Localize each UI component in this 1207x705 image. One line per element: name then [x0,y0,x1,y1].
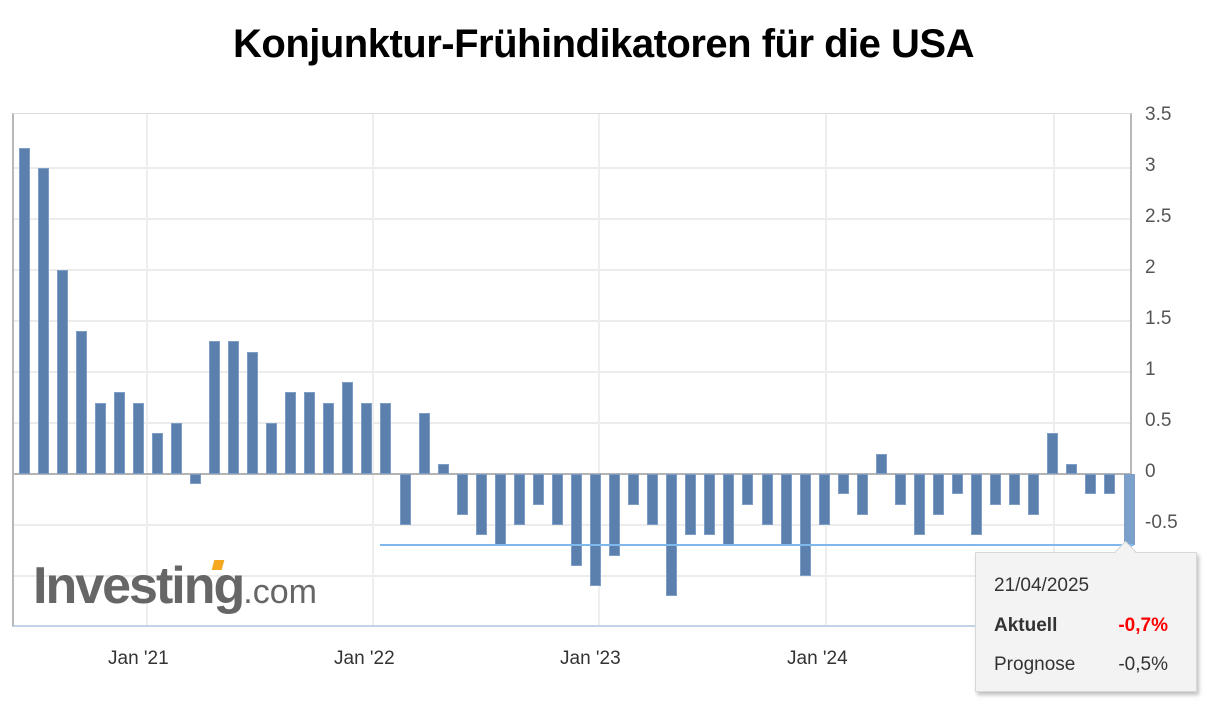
bar[interactable] [818,474,830,525]
bar[interactable] [132,402,144,474]
bar[interactable] [913,474,925,536]
gridline [14,422,1130,424]
bar[interactable] [56,270,68,474]
actual-value-line [380,544,1134,547]
y-tick-label: 2.5 [1145,206,1172,227]
tooltip-forecast-label: Prognose [994,654,1076,675]
x-tick-label: Jan '24 [787,648,848,669]
bar[interactable] [456,474,468,515]
bar[interactable] [75,331,87,474]
bar[interactable] [590,474,602,587]
bar[interactable] [94,402,106,474]
bar[interactable] [780,474,792,546]
gridline [14,167,1130,169]
bar[interactable] [1085,474,1097,495]
gridline [14,371,1130,373]
y-tick-label: 1 [1145,359,1156,380]
bar[interactable] [666,474,678,597]
bar[interactable] [151,433,163,474]
bar[interactable] [18,147,30,474]
y-tick-label: -0.5 [1145,512,1178,533]
y-tick-label: 0 [1145,461,1156,482]
bar[interactable] [399,474,411,525]
bar[interactable] [1066,463,1078,474]
bar[interactable] [990,474,1002,505]
x-tick-label: Jan '23 [560,648,621,669]
bar[interactable] [761,474,773,525]
bar[interactable] [685,474,697,536]
bar[interactable] [704,474,716,536]
bar[interactable] [647,474,659,525]
y-tick-label: 0.5 [1145,410,1172,431]
bar[interactable] [361,402,373,474]
investing-logo: Investing.com [33,556,317,616]
bar[interactable] [971,474,983,536]
tooltip-forecast-value: -0,5% [1118,654,1168,675]
bar[interactable] [37,168,49,474]
bar[interactable] [571,474,582,566]
gridline [14,575,1130,577]
y-tick-label: 3.5 [1145,104,1172,125]
bar[interactable] [1047,433,1059,474]
bar[interactable] [532,474,544,505]
bar[interactable] [742,474,754,505]
tooltip-actual-label: Aktuell [994,615,1058,636]
bar[interactable] [228,341,240,474]
bar[interactable] [418,412,430,474]
tooltip-date: 21/04/2025 [994,575,1090,596]
y-tick-label: 2 [1145,257,1156,278]
gridline [14,218,1130,220]
bar[interactable] [304,392,316,474]
vertical-gridline [825,114,827,625]
y-tick-label: 3 [1145,155,1156,176]
bar[interactable] [209,341,221,474]
logo-main-text: Investing [33,557,245,615]
bar[interactable] [628,474,640,505]
bar[interactable] [856,474,868,515]
bar[interactable] [837,474,849,495]
bar[interactable] [323,402,335,474]
data-tooltip: 21/04/2025 Aktuell -0,7% Prognose -0,5% [975,540,1197,692]
bar[interactable] [1123,474,1135,546]
tooltip-actual-value: -0,7% [1118,615,1168,636]
bar[interactable] [189,474,201,485]
bar[interactable] [342,382,354,474]
vertical-gridline [372,114,374,625]
bar[interactable] [247,351,259,474]
logo-suffix-text: .com [243,573,317,611]
bar[interactable] [875,453,887,474]
bar[interactable] [952,474,964,495]
x-tick-label: Jan '22 [334,648,395,669]
bar[interactable] [475,474,487,536]
bar[interactable] [266,423,278,474]
bar[interactable] [113,392,125,474]
vertical-gridline [146,114,148,625]
x-tick-label: Jan '21 [108,648,169,669]
gridline [14,320,1130,322]
bar[interactable] [513,474,525,525]
bar[interactable] [494,474,506,546]
bar[interactable] [170,423,182,474]
bar[interactable] [1104,474,1116,495]
bar[interactable] [551,474,563,525]
bar[interactable] [285,392,297,474]
vertical-gridline [598,114,600,625]
bar[interactable] [437,463,449,474]
bar[interactable] [723,474,735,546]
bar[interactable] [932,474,944,515]
chart-title: Konjunktur-Frühindikatoren für die USA [233,22,974,66]
plot-area [12,113,1135,627]
gridline [14,269,1130,271]
vertical-gridline [1053,114,1055,625]
bar[interactable] [799,474,811,576]
bar[interactable] [380,402,392,474]
bar[interactable] [894,474,906,505]
bar[interactable] [1028,474,1040,515]
bar[interactable] [609,474,621,556]
y-tick-label: 1.5 [1145,308,1172,329]
bar[interactable] [1009,474,1021,505]
